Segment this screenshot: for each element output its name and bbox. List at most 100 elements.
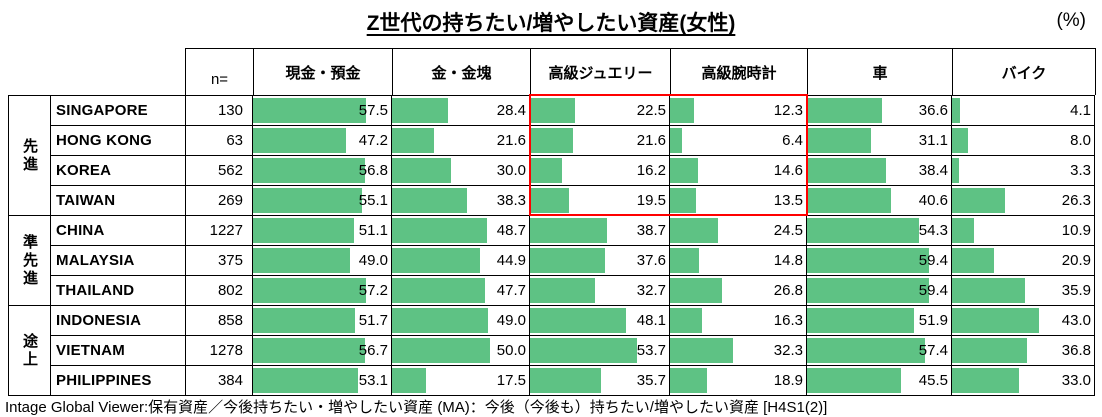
- value-label: 47.2: [358, 132, 388, 149]
- bar: [807, 128, 871, 153]
- footer-note: Intage Global Viewer:保有資産／今後持ちたい・増やしたい資産…: [5, 399, 828, 416]
- value-label: 49.0: [496, 312, 526, 329]
- value-label: 45.5: [918, 372, 948, 389]
- bar: [392, 218, 488, 243]
- bar-cell: 38.7: [530, 216, 670, 246]
- bar-cell: 48.7: [392, 216, 530, 246]
- value-label: 38.7: [636, 222, 666, 239]
- value-label: 8.0: [1070, 132, 1091, 149]
- group-label: 先進: [9, 96, 51, 216]
- bar: [952, 338, 1027, 363]
- value-label: 19.5: [636, 192, 666, 209]
- value-label: 28.4: [496, 102, 526, 119]
- column-header-2: 金・金塊: [392, 49, 530, 95]
- bar-cell: 21.6: [392, 126, 530, 156]
- value-label: 48.1: [636, 312, 666, 329]
- value-label: 21.6: [636, 132, 666, 149]
- value-label: 57.2: [358, 282, 388, 299]
- bar: [530, 338, 637, 363]
- bar-cell: 51.1: [253, 216, 392, 246]
- bar: [253, 218, 354, 243]
- bar: [952, 218, 975, 243]
- bar-cell: 40.6: [807, 186, 952, 216]
- n-value: 1278: [186, 336, 253, 366]
- value-label: 48.7: [496, 222, 526, 239]
- bar: [952, 188, 1006, 213]
- bar: [807, 278, 930, 303]
- bar-cell: 57.5: [253, 96, 392, 126]
- bar-cell: 20.9: [952, 246, 1095, 276]
- bar: [253, 368, 358, 393]
- bar: [253, 338, 365, 363]
- bar: [253, 278, 366, 303]
- value-label: 57.4: [918, 342, 948, 359]
- bar-cell: 53.1: [253, 366, 392, 396]
- bar-cell: 3.3: [952, 156, 1095, 186]
- bar-cell: 6.4: [670, 126, 807, 156]
- value-label: 3.3: [1070, 162, 1091, 179]
- value-label: 36.8: [1061, 342, 1091, 359]
- bar: [952, 98, 961, 123]
- country-label: KOREA: [51, 156, 186, 186]
- bar: [530, 368, 601, 393]
- bar: [530, 248, 605, 273]
- value-label: 26.3: [1061, 192, 1091, 209]
- bar-cell: 48.1: [530, 306, 670, 336]
- bar: [807, 158, 886, 183]
- value-label: 14.6: [773, 162, 803, 179]
- bar: [670, 98, 694, 123]
- column-header-4: 高級腕時計: [670, 49, 807, 95]
- value-label: 31.1: [918, 132, 948, 149]
- value-label: 54.3: [918, 222, 948, 239]
- bar-cell: 57.4: [807, 336, 952, 366]
- value-label: 17.5: [496, 372, 526, 389]
- value-label: 43.0: [1061, 312, 1091, 329]
- bar-cell: 32.3: [670, 336, 807, 366]
- bar: [807, 248, 930, 273]
- bar: [670, 188, 697, 213]
- bar: [392, 188, 467, 213]
- value-label: 36.6: [918, 102, 948, 119]
- country-label: THAILAND: [51, 276, 186, 306]
- bar-cell: 16.2: [530, 156, 670, 186]
- value-label: 44.9: [496, 252, 526, 269]
- bar-cell: 59.4: [807, 246, 952, 276]
- bar-cell: 37.6: [530, 246, 670, 276]
- bar: [530, 158, 563, 183]
- bar: [253, 128, 347, 153]
- bar-cell: 45.5: [807, 366, 952, 396]
- value-label: 49.0: [358, 252, 388, 269]
- bar: [253, 248, 350, 273]
- value-label: 20.9: [1061, 252, 1091, 269]
- bar-cell: 51.7: [253, 306, 392, 336]
- bar-cell: 51.9: [807, 306, 952, 336]
- bar: [670, 278, 723, 303]
- bar-cell: 32.7: [530, 276, 670, 306]
- bar: [530, 278, 595, 303]
- n-column-header: n=: [210, 71, 229, 88]
- n-value: 562: [186, 156, 253, 186]
- value-label: 16.3: [773, 312, 803, 329]
- country-label: TAIWAN: [51, 186, 186, 216]
- n-value: 1227: [186, 216, 253, 246]
- bar: [392, 248, 480, 273]
- bar: [952, 128, 969, 153]
- value-label: 18.9: [773, 372, 803, 389]
- bar-cell: 35.7: [530, 366, 670, 396]
- bar: [670, 128, 683, 153]
- bar: [952, 248, 995, 273]
- bar: [952, 278, 1025, 303]
- bar: [392, 308, 488, 333]
- bar-cell: 33.0: [952, 366, 1095, 396]
- value-label: 51.7: [358, 312, 388, 329]
- value-label: 59.4: [918, 252, 948, 269]
- bar-cell: 53.7: [530, 336, 670, 366]
- bar: [530, 128, 573, 153]
- value-label: 32.7: [636, 282, 666, 299]
- bar-cell: 50.0: [392, 336, 530, 366]
- bar: [952, 158, 959, 183]
- value-label: 10.9: [1061, 222, 1091, 239]
- bar-cell: 10.9: [952, 216, 1095, 246]
- bar-cell: 14.6: [670, 156, 807, 186]
